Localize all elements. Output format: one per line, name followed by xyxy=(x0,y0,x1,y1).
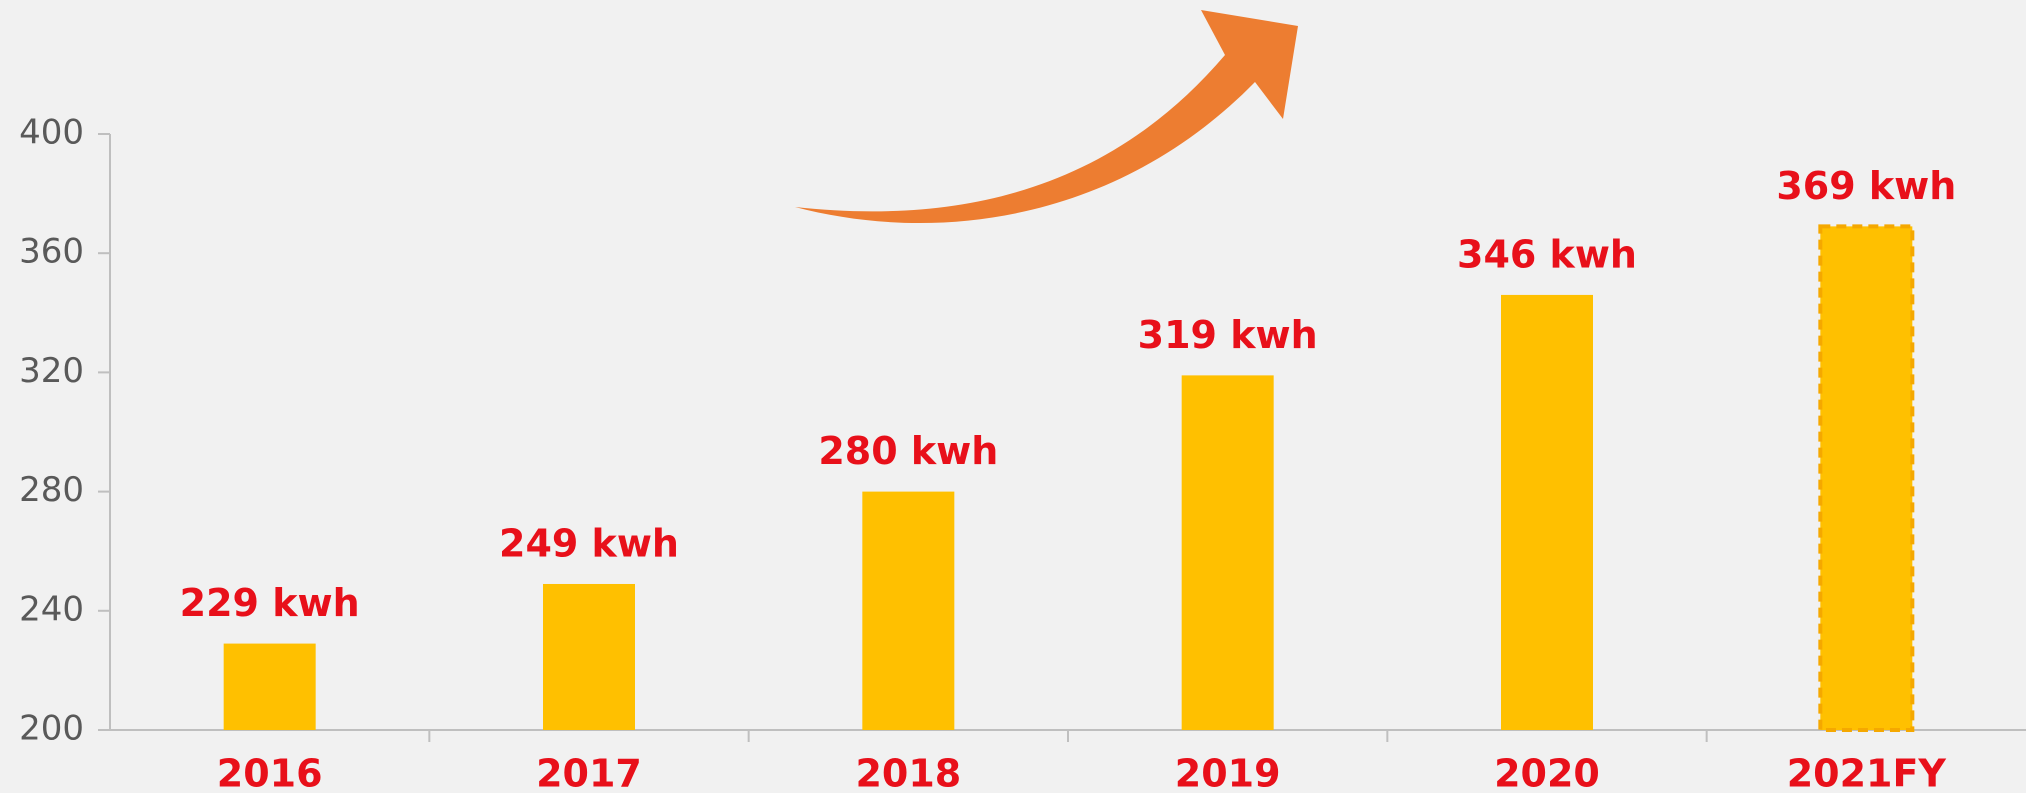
bar xyxy=(543,583,635,730)
value-label: 319 kwh xyxy=(1138,313,1318,357)
value-label: 346 kwh xyxy=(1457,232,1637,276)
value-label: 229 kwh xyxy=(180,581,360,625)
y-tick-label: 360 xyxy=(19,232,84,272)
bar xyxy=(223,643,316,730)
y-tick-label: 320 xyxy=(19,351,84,391)
x-tick-label: 2016 xyxy=(217,752,323,793)
bar xyxy=(1501,294,1593,730)
y-tick-label: 280 xyxy=(19,470,84,510)
bar xyxy=(862,491,955,730)
bar xyxy=(1818,224,1915,732)
x-tick-label: 2019 xyxy=(1175,752,1281,793)
y-tick-label: 400 xyxy=(19,113,84,153)
x-tick-label: 2021FY xyxy=(1787,752,1947,793)
value-label: 249 kwh xyxy=(499,521,679,565)
y-tick-label: 240 xyxy=(19,589,84,629)
value-label: 280 kwh xyxy=(818,429,998,473)
trend-arrow xyxy=(795,10,1298,224)
x-tick-label: 2020 xyxy=(1494,752,1600,793)
y-tick-label: 200 xyxy=(19,709,84,749)
bar xyxy=(1181,375,1274,730)
value-label: 369 kwh xyxy=(1776,164,1956,208)
x-tick-label: 2018 xyxy=(855,752,961,793)
x-tick-label: 2017 xyxy=(536,752,642,793)
